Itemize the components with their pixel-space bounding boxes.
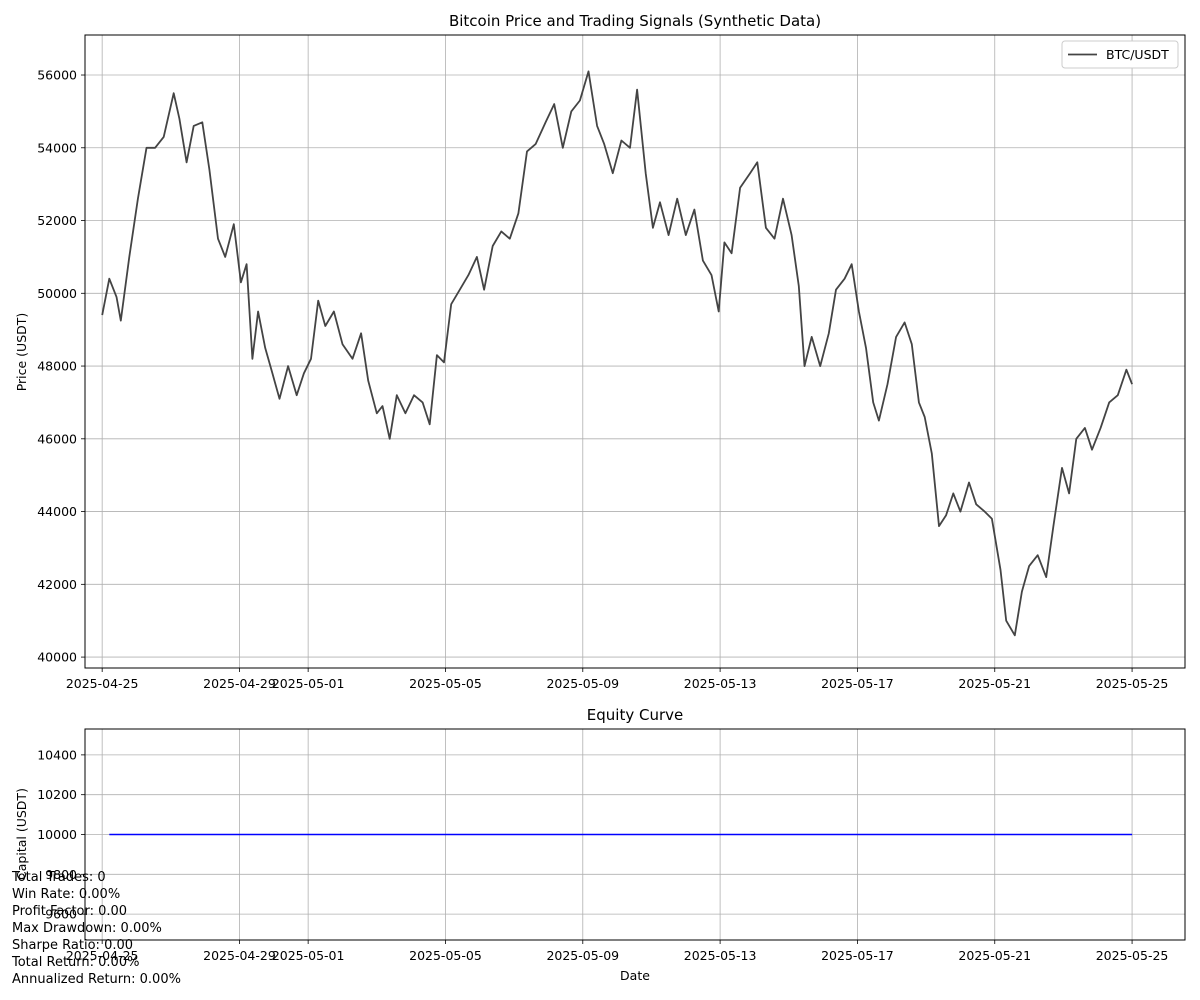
price-y-axis-label: Price (USDT) xyxy=(14,313,29,392)
x-tick-label: 2025-05-17 xyxy=(821,948,894,963)
y-tick-label: 50000 xyxy=(37,286,77,301)
x-tick-label: 2025-04-29 xyxy=(203,676,276,691)
x-tick-label: 2025-05-13 xyxy=(684,676,757,691)
y-tick-label: 52000 xyxy=(37,213,77,228)
equity-x-axis-label: Date xyxy=(620,968,650,983)
x-tick-label: 2025-05-09 xyxy=(546,676,619,691)
price-chart-title: Bitcoin Price and Trading Signals (Synth… xyxy=(449,12,821,30)
equity-chart: Equity Curve Capital (USDT) Date 2025-04… xyxy=(14,706,1186,983)
stat-total-return: Total Return: 0.00% xyxy=(12,955,140,970)
x-tick-label: 2025-04-29 xyxy=(203,948,276,963)
y-tick-label: 10000 xyxy=(37,827,77,842)
y-tick-label: 46000 xyxy=(37,431,77,446)
x-tick-label: 2025-05-13 xyxy=(684,948,757,963)
price-series-group xyxy=(101,70,1133,637)
legend-label-btc-usdt: BTC/USDT xyxy=(1106,47,1169,62)
stat-sharpe-ratio: Sharpe Ratio: 0.00 xyxy=(12,938,134,953)
stat-max-drawdown: Max Drawdown: 0.00% xyxy=(12,921,162,936)
stat-total-trades: Total Trades: 0 xyxy=(12,870,106,885)
y-tick-label: 44000 xyxy=(37,504,77,519)
x-tick-label: 2025-05-01 xyxy=(272,948,345,963)
y-tick-label: 48000 xyxy=(37,359,77,374)
btc-usdt-price-line xyxy=(101,70,1133,637)
equity-y-ticks: 9600 9800 10000 10200 10400 xyxy=(37,747,85,922)
equity-grid xyxy=(85,729,1185,940)
y-tick-label: 10200 xyxy=(37,787,77,802)
x-tick-label: 2025-04-25 xyxy=(66,948,139,963)
y-tick-label: 54000 xyxy=(37,140,77,155)
legend-box xyxy=(1061,40,1179,69)
y-tick-label: 9800 xyxy=(45,867,77,882)
x-tick-label: 2025-05-01 xyxy=(272,676,345,691)
price-plot-frame xyxy=(84,34,1186,669)
price-y-ticks: 40000 42000 44000 46000 48000 50000 52000 54000… xyxy=(37,68,85,665)
y-tick-label: 40000 xyxy=(37,650,77,665)
x-tick-label: 2025-05-21 xyxy=(958,948,1031,963)
y-tick-label: 9600 xyxy=(45,907,77,922)
y-tick-label: 42000 xyxy=(37,577,77,592)
price-grid xyxy=(85,35,1185,668)
price-chart: Bitcoin Price and Trading Signals (Synth… xyxy=(14,12,1186,691)
stat-annualized-return: Annualized Return: 0.00% xyxy=(12,972,181,987)
x-tick-label: 2025-05-09 xyxy=(546,948,619,963)
price-legend: BTC/USDT xyxy=(1061,40,1179,69)
x-tick-label: 2025-05-05 xyxy=(409,676,482,691)
x-tick-label: 2025-05-05 xyxy=(409,948,482,963)
y-tick-label: 56000 xyxy=(37,68,77,83)
x-tick-label: 2025-05-25 xyxy=(1096,948,1169,963)
x-tick-label: 2025-04-25 xyxy=(66,676,139,691)
equity-chart-title: Equity Curve xyxy=(587,706,683,724)
x-tick-label: 2025-05-21 xyxy=(958,676,1031,691)
x-tick-label: 2025-05-17 xyxy=(821,676,894,691)
y-tick-label: 10400 xyxy=(37,747,77,762)
stat-win-rate: Win Rate: 0.00% xyxy=(12,887,121,902)
performance-stats: Total Trades: 0 Win Rate: 0.00% Profit F… xyxy=(12,869,181,988)
stat-profit-factor: Profit Factor: 0.00 xyxy=(12,904,128,919)
x-tick-label: 2025-05-25 xyxy=(1096,676,1169,691)
equity-y-axis-label: Capital (USDT) xyxy=(14,788,29,880)
